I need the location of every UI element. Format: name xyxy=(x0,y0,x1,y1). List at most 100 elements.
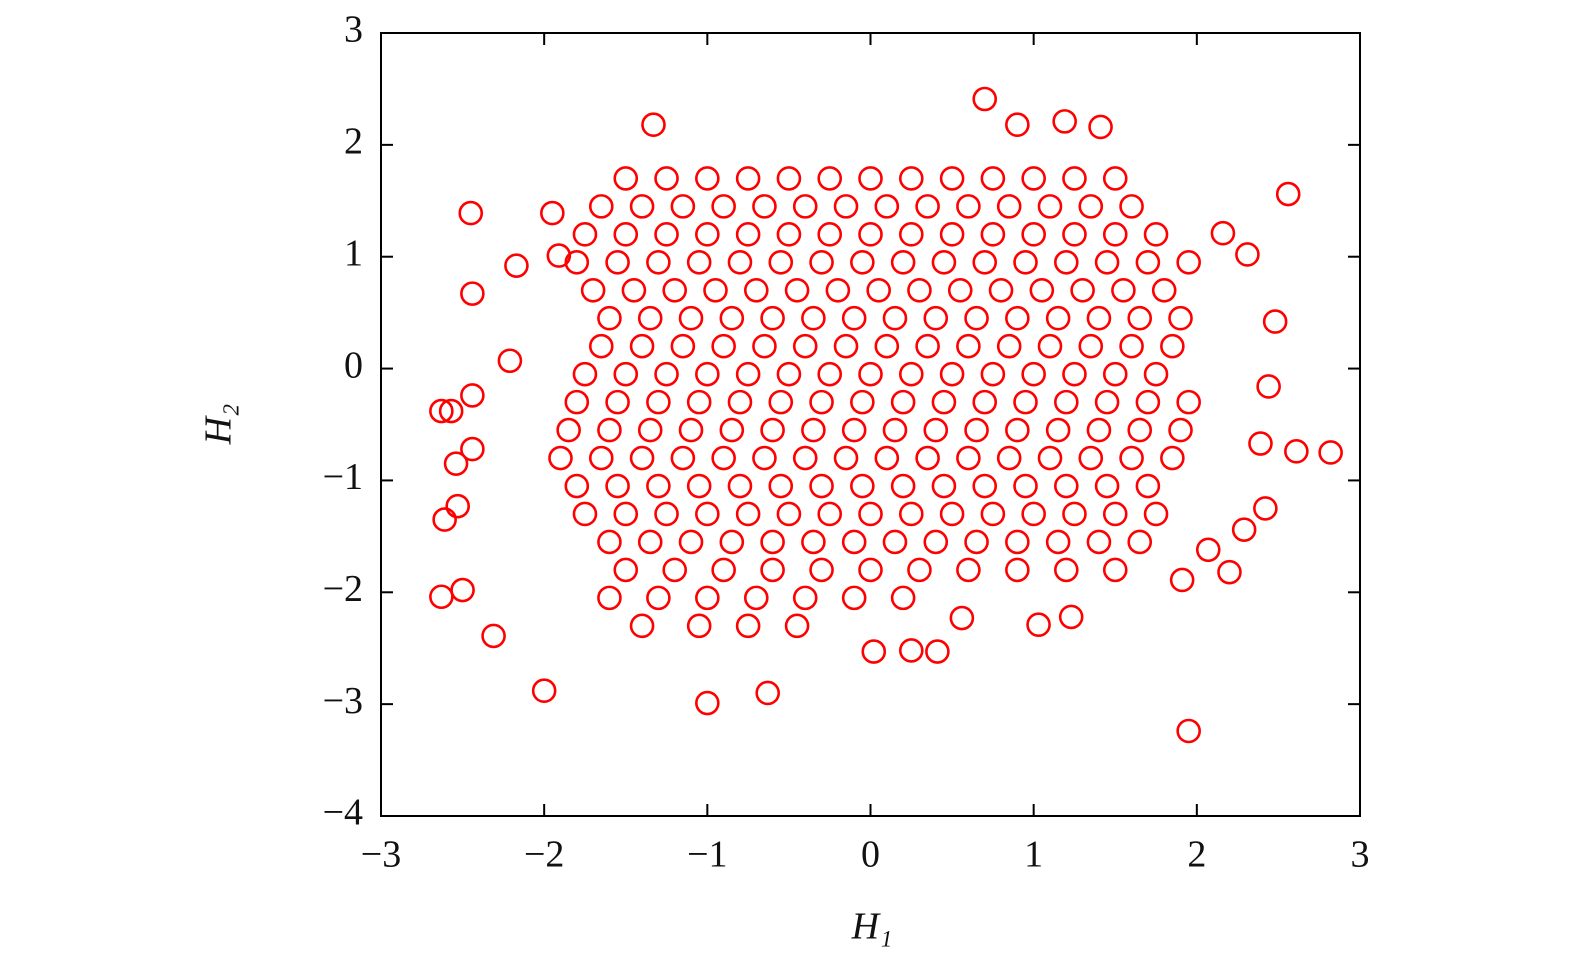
point xyxy=(1005,557,1030,583)
point xyxy=(801,529,826,555)
point xyxy=(1062,166,1087,191)
point xyxy=(719,417,745,443)
point xyxy=(882,529,908,555)
point xyxy=(613,361,639,387)
y-tick-label: 3 xyxy=(344,9,363,51)
point xyxy=(866,277,891,303)
point xyxy=(1086,305,1112,331)
point xyxy=(1275,181,1301,207)
point xyxy=(429,398,454,424)
point xyxy=(1086,417,1112,443)
point xyxy=(949,605,975,631)
point xyxy=(703,277,728,303)
point xyxy=(1253,496,1278,521)
point xyxy=(1127,417,1153,443)
point xyxy=(727,473,753,499)
point xyxy=(1005,529,1030,555)
point xyxy=(939,501,965,527)
point xyxy=(531,678,557,704)
point xyxy=(858,222,883,247)
point xyxy=(670,333,696,359)
point xyxy=(915,333,940,359)
point xyxy=(1256,374,1281,399)
point xyxy=(1102,557,1128,583)
point xyxy=(760,529,785,555)
point xyxy=(1262,309,1288,334)
point xyxy=(898,166,924,191)
point xyxy=(1013,250,1038,275)
point xyxy=(1135,389,1161,415)
point xyxy=(443,451,469,476)
point xyxy=(776,222,802,247)
point xyxy=(1054,557,1079,583)
point xyxy=(588,445,614,471)
point xyxy=(572,501,598,527)
point xyxy=(861,639,887,664)
point xyxy=(445,493,470,519)
point xyxy=(809,250,834,275)
point xyxy=(686,389,712,415)
point xyxy=(646,585,671,611)
point xyxy=(654,166,679,191)
point xyxy=(1135,473,1161,499)
point xyxy=(695,585,720,611)
point xyxy=(637,417,663,443)
point xyxy=(809,473,834,499)
point xyxy=(711,333,736,359)
point xyxy=(1176,250,1201,275)
point xyxy=(1119,333,1144,359)
point xyxy=(760,417,785,443)
point xyxy=(711,557,736,583)
point xyxy=(641,112,666,138)
point xyxy=(882,305,908,331)
point xyxy=(1127,305,1153,331)
point xyxy=(1160,333,1185,359)
point xyxy=(450,577,475,603)
point xyxy=(1176,389,1201,415)
point xyxy=(1078,333,1104,359)
point xyxy=(1102,501,1128,527)
point xyxy=(752,445,777,471)
point xyxy=(1143,501,1169,527)
point xyxy=(662,557,688,583)
point xyxy=(727,250,753,275)
point xyxy=(1143,222,1169,247)
point xyxy=(1054,250,1079,275)
x-axis-label: H₁ xyxy=(851,906,893,948)
point xyxy=(1013,389,1038,415)
point xyxy=(654,501,679,527)
point xyxy=(1021,222,1046,247)
point xyxy=(629,445,655,471)
point xyxy=(1284,439,1309,464)
point xyxy=(792,194,818,219)
point xyxy=(1045,305,1071,331)
point xyxy=(1135,250,1161,275)
point xyxy=(972,473,998,499)
point xyxy=(898,638,924,663)
point xyxy=(646,250,671,275)
point xyxy=(727,389,753,415)
point xyxy=(1102,361,1128,387)
point xyxy=(817,222,843,247)
point xyxy=(923,417,949,443)
point xyxy=(735,166,761,191)
point xyxy=(874,333,900,359)
y-tick-label: −3 xyxy=(323,680,363,722)
point xyxy=(695,501,720,527)
point xyxy=(1078,194,1104,219)
point xyxy=(768,473,794,499)
point xyxy=(1029,277,1055,303)
point xyxy=(1151,277,1177,303)
point xyxy=(915,445,940,471)
point xyxy=(662,277,688,303)
point xyxy=(695,690,720,716)
point xyxy=(1045,417,1071,443)
x-tick-label: 2 xyxy=(1187,834,1206,876)
point xyxy=(572,222,598,247)
x-tick-label: −1 xyxy=(687,834,727,876)
point xyxy=(841,529,867,555)
point xyxy=(588,333,614,359)
x-tick-label: 3 xyxy=(1351,834,1370,876)
point xyxy=(801,305,826,331)
y-tick-label: −1 xyxy=(323,456,363,498)
